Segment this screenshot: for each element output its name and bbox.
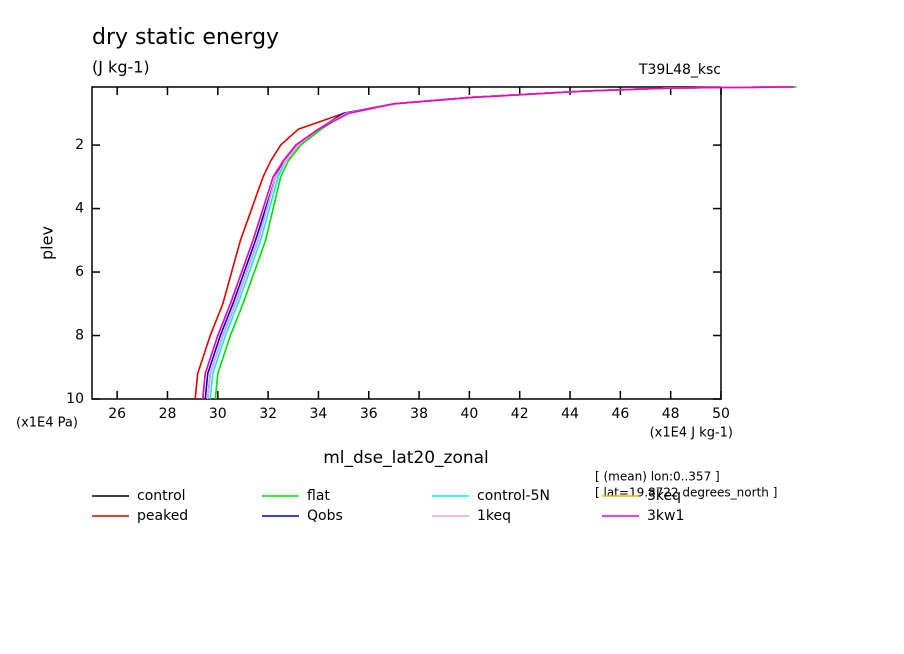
- plot-frame: [91, 86, 722, 400]
- x-tick-label: 26: [108, 406, 126, 422]
- x-tick-label: 36: [360, 406, 378, 422]
- y-tick-label: 10: [66, 391, 84, 407]
- x-tick-label: 28: [159, 406, 177, 422]
- series-line: [201, 86, 794, 400]
- chart-subtitle: (J kg-1): [92, 58, 150, 77]
- series-line: [214, 86, 797, 400]
- legend-label: Qobs: [307, 508, 343, 524]
- legend-label: control-5N: [477, 488, 550, 504]
- annotation: [ lat=19.8722 degrees_north ]: [595, 486, 777, 500]
- y-tick-label: 2: [75, 137, 84, 153]
- legend-label: 1keq: [477, 508, 511, 524]
- legend-label: 3kw1: [647, 508, 684, 524]
- x-tick-label: 42: [511, 406, 529, 422]
- x-tick-label: 50: [712, 406, 730, 422]
- series-line: [194, 86, 789, 400]
- y-tick-label: 8: [75, 328, 84, 344]
- y-axis-label: plev: [38, 226, 57, 260]
- series-line: [201, 86, 794, 400]
- legend-label: control: [137, 488, 186, 504]
- legend-label: flat: [307, 488, 330, 504]
- x-tick-label: 30: [209, 406, 227, 422]
- x-tick-label: 32: [259, 406, 277, 422]
- y-tick-label: 4: [75, 201, 84, 217]
- x-tick-label: 40: [460, 406, 478, 422]
- x-tick-label: 38: [410, 406, 428, 422]
- series-line: [206, 86, 792, 400]
- x-tick-label: 48: [662, 406, 680, 422]
- y-tick-label: 6: [75, 264, 84, 280]
- run-label: T39L48_ksc: [638, 62, 721, 78]
- x-tick-label: 34: [310, 406, 328, 422]
- x-tick-label: 44: [561, 406, 579, 422]
- chart-title: dry static energy: [92, 25, 279, 50]
- legend-label: 3keq: [647, 488, 681, 504]
- y-unit: (x1E4 Pa): [16, 416, 78, 431]
- annotation: [ (mean) lon:0..357 ]: [595, 470, 720, 484]
- series-line: [209, 86, 794, 400]
- series-line: [206, 86, 792, 400]
- x-unit: (x1E4 J kg-1): [650, 426, 733, 441]
- x-tick-label: 46: [611, 406, 629, 422]
- legend-label: peaked: [137, 508, 188, 524]
- x-axis-label: ml_dse_lat20_zonal: [323, 448, 489, 468]
